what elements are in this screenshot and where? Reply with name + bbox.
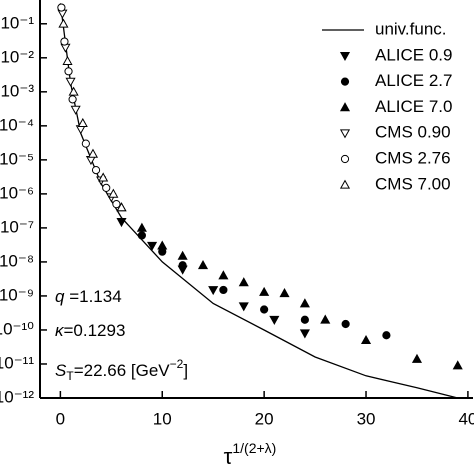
annotation-text: =22.66 [GeV bbox=[74, 361, 171, 380]
annotation-exponent: −2 bbox=[170, 357, 184, 371]
point bbox=[299, 329, 310, 339]
annotation-symbol: S bbox=[55, 361, 67, 380]
legend-label: CMS 0.90 bbox=[375, 123, 451, 142]
annotation-text: =1.134 bbox=[64, 287, 121, 306]
point bbox=[382, 331, 391, 340]
y-tick-label: 10⁻³ bbox=[0, 81, 34, 100]
point bbox=[70, 105, 81, 115]
y-tick-label: 10⁻¹² bbox=[0, 387, 34, 406]
x-axis-label: τ1/(2+λ) bbox=[224, 440, 277, 469]
point bbox=[452, 360, 463, 370]
point bbox=[57, 3, 66, 12]
point bbox=[177, 250, 188, 260]
point bbox=[197, 259, 209, 270]
x-label-base: τ bbox=[224, 444, 233, 469]
legend-marker bbox=[340, 154, 350, 164]
point bbox=[81, 139, 90, 148]
legend-marker bbox=[339, 179, 351, 189]
y-tick-label: 10⁻⁵ bbox=[0, 149, 34, 168]
legend-label: univ.func. bbox=[375, 19, 447, 38]
legend-label: CMS 7.00 bbox=[375, 174, 451, 193]
point bbox=[136, 222, 147, 232]
annotation-subscript: T bbox=[66, 369, 74, 383]
point bbox=[108, 188, 119, 198]
point bbox=[411, 353, 423, 363]
annotation-symbol: q bbox=[55, 287, 65, 306]
point bbox=[219, 285, 228, 295]
legend-marker bbox=[339, 129, 351, 139]
point bbox=[77, 117, 88, 128]
point bbox=[65, 77, 76, 87]
y-tick-label: 10⁻⁶ bbox=[0, 183, 34, 202]
point bbox=[58, 18, 69, 28]
point bbox=[300, 315, 309, 324]
y-tick-label: 10⁻⁸ bbox=[0, 251, 34, 270]
point bbox=[218, 270, 229, 280]
y-tick-label: 10⁻¹¹ bbox=[0, 353, 34, 372]
y-tick-label: 10⁻² bbox=[0, 47, 34, 66]
legend-marker bbox=[339, 51, 351, 62]
y-tick-label: 10⁻¹ bbox=[0, 13, 34, 32]
x-tick-label: 40 bbox=[458, 409, 474, 428]
point bbox=[137, 231, 146, 240]
point bbox=[157, 240, 168, 250]
x-tick-label: 0 bbox=[56, 409, 65, 428]
point bbox=[299, 298, 310, 308]
annotation-close: ] bbox=[183, 361, 188, 380]
legend-label: CMS 2.76 bbox=[375, 148, 451, 167]
annotation-symbol: κ bbox=[55, 321, 65, 340]
annotation-text: =0.1293 bbox=[64, 321, 126, 340]
x-label-exponent: 1/(2+λ) bbox=[232, 440, 276, 456]
y-tick-label: 10⁻⁹ bbox=[0, 285, 34, 304]
legend-marker bbox=[340, 77, 350, 86]
point bbox=[260, 305, 269, 314]
point bbox=[87, 148, 99, 158]
y-tick-label: 10⁻⁴ bbox=[0, 115, 34, 134]
point bbox=[68, 95, 77, 104]
point bbox=[116, 202, 127, 212]
point bbox=[238, 277, 249, 287]
y-tick-label: 10⁻⁷ bbox=[0, 217, 34, 236]
legend-label: ALICE 0.9 bbox=[375, 45, 453, 64]
point bbox=[112, 200, 121, 209]
x-tick-label: 20 bbox=[255, 409, 274, 428]
point bbox=[62, 55, 73, 65]
point bbox=[60, 37, 69, 46]
point bbox=[102, 183, 111, 192]
annotation: q =1.134 bbox=[55, 287, 122, 306]
point bbox=[269, 315, 280, 325]
point bbox=[238, 302, 249, 312]
point bbox=[116, 218, 127, 228]
point bbox=[208, 286, 219, 296]
point bbox=[64, 67, 73, 76]
x-tick-label: 30 bbox=[357, 409, 376, 428]
y-tick-label: 10⁻¹⁰ bbox=[0, 319, 34, 338]
point bbox=[147, 241, 158, 251]
point bbox=[68, 86, 79, 96]
legend-label: ALICE 7.0 bbox=[375, 97, 453, 116]
point bbox=[178, 261, 187, 270]
point bbox=[259, 286, 270, 296]
x-tick-label: 10 bbox=[153, 409, 172, 428]
legend-marker bbox=[339, 102, 351, 112]
point bbox=[320, 314, 331, 324]
point bbox=[279, 288, 290, 298]
legend-label: ALICE 2.7 bbox=[375, 71, 453, 90]
point bbox=[98, 172, 109, 182]
point bbox=[360, 334, 372, 345]
point bbox=[341, 319, 350, 329]
point bbox=[91, 166, 101, 175]
annotation: ST=22.66 [GeV−2] bbox=[55, 357, 188, 383]
annotation: κ=0.1293 bbox=[55, 321, 125, 340]
